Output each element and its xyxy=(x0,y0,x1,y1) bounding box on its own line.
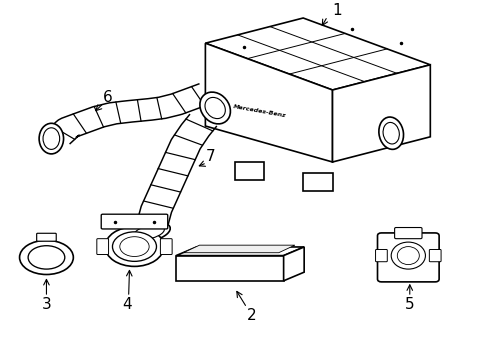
Ellipse shape xyxy=(382,122,399,144)
Ellipse shape xyxy=(20,240,73,275)
Polygon shape xyxy=(176,256,283,281)
Text: 6: 6 xyxy=(102,90,112,105)
FancyBboxPatch shape xyxy=(375,249,386,262)
Polygon shape xyxy=(183,245,294,253)
Ellipse shape xyxy=(112,232,156,261)
FancyBboxPatch shape xyxy=(377,233,438,282)
Ellipse shape xyxy=(390,242,425,269)
FancyBboxPatch shape xyxy=(97,239,108,255)
Text: 7: 7 xyxy=(205,149,215,164)
Text: 1: 1 xyxy=(332,3,342,18)
Ellipse shape xyxy=(396,247,418,265)
Ellipse shape xyxy=(200,92,230,124)
Ellipse shape xyxy=(105,227,163,266)
Ellipse shape xyxy=(43,128,60,149)
Ellipse shape xyxy=(134,225,164,239)
Polygon shape xyxy=(234,162,264,180)
Ellipse shape xyxy=(128,222,170,242)
FancyBboxPatch shape xyxy=(428,249,440,262)
Text: 5: 5 xyxy=(404,297,414,312)
Text: 3: 3 xyxy=(41,297,51,312)
Ellipse shape xyxy=(204,98,225,118)
FancyBboxPatch shape xyxy=(37,233,56,241)
Text: 4: 4 xyxy=(122,297,132,312)
Ellipse shape xyxy=(28,246,64,269)
Polygon shape xyxy=(303,173,332,191)
Polygon shape xyxy=(205,43,332,162)
Ellipse shape xyxy=(39,123,63,154)
Polygon shape xyxy=(205,18,429,90)
Ellipse shape xyxy=(378,117,403,149)
FancyBboxPatch shape xyxy=(394,228,421,239)
FancyBboxPatch shape xyxy=(160,239,172,255)
FancyBboxPatch shape xyxy=(101,214,167,229)
Polygon shape xyxy=(332,65,429,162)
Text: 2: 2 xyxy=(246,307,256,323)
Ellipse shape xyxy=(120,237,149,257)
Text: Mercedes-Benz: Mercedes-Benz xyxy=(232,104,285,119)
Polygon shape xyxy=(176,247,304,256)
Polygon shape xyxy=(283,247,304,281)
